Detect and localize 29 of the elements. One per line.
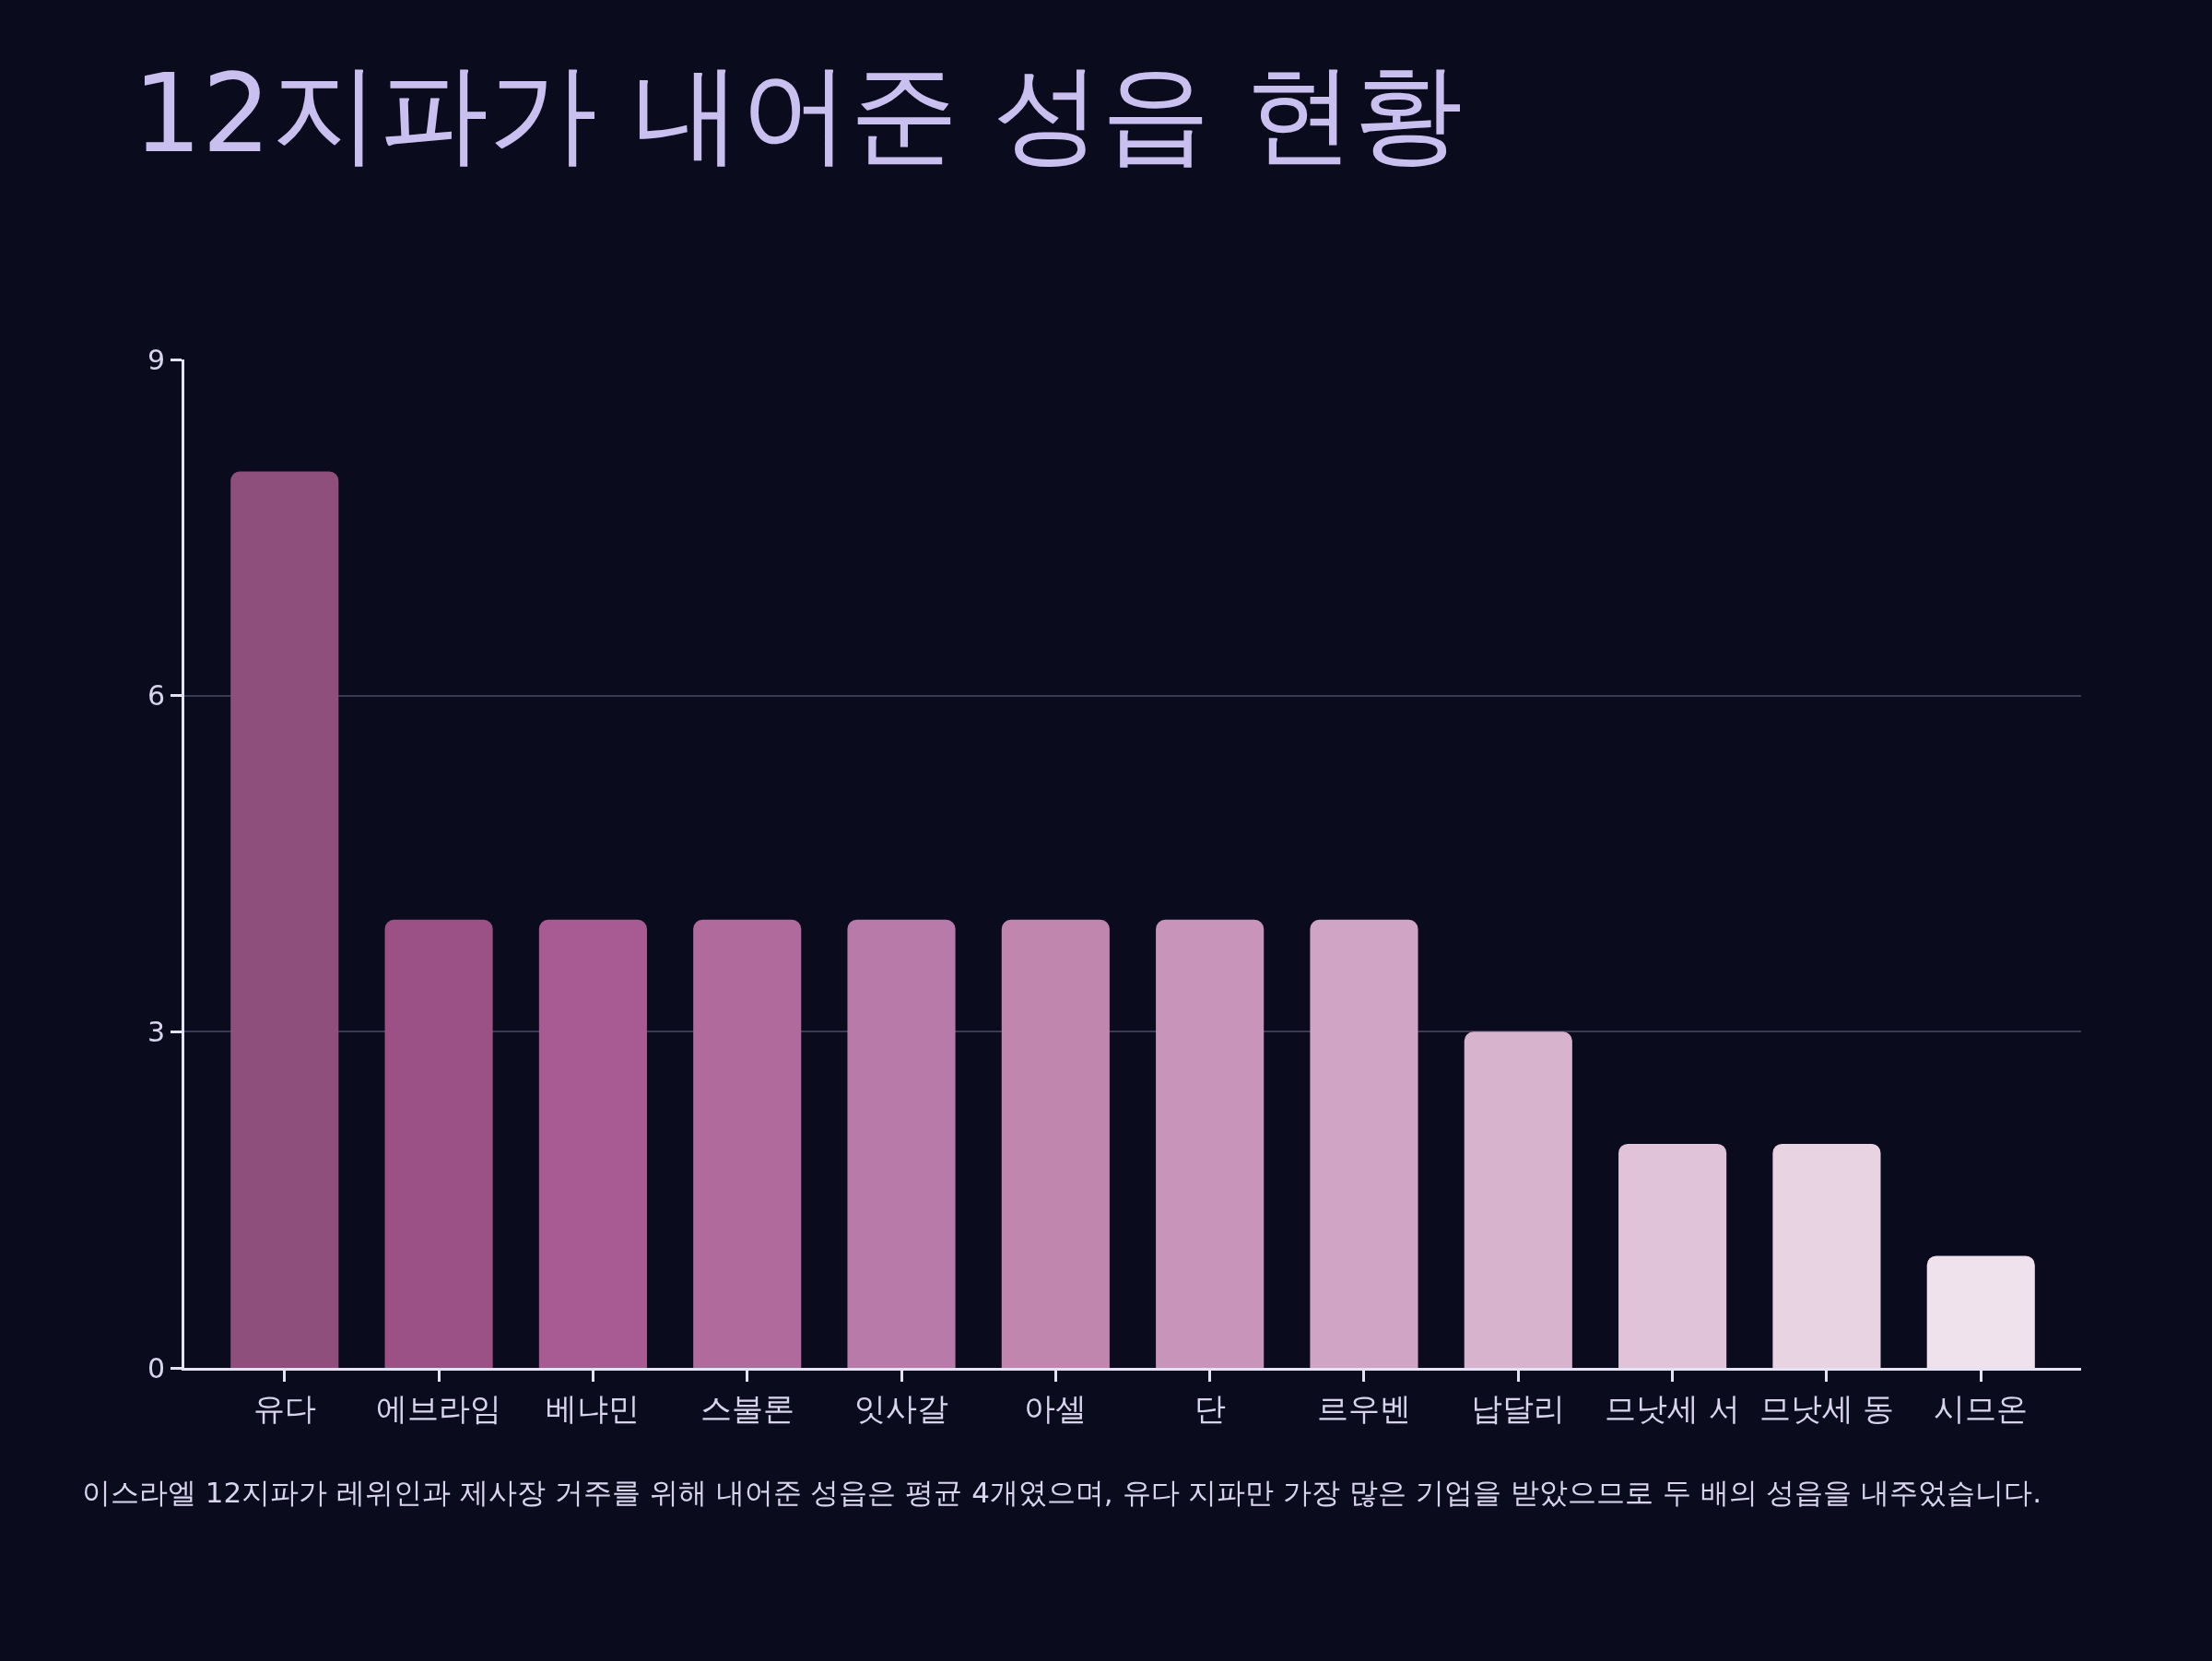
x-tick-label: 르우벤 bbox=[1316, 1389, 1411, 1427]
x-tick-label: 시므온 bbox=[1934, 1389, 2029, 1427]
bar bbox=[1618, 1143, 1727, 1368]
bar bbox=[847, 919, 956, 1368]
x-tick-label: 므낫세 동 bbox=[1759, 1389, 1895, 1427]
bar bbox=[1772, 1143, 1881, 1368]
bar bbox=[1310, 919, 1418, 1368]
text: 이스라엘 12지파가 레위인과 제사장 거주를 위해 내어준 성읍은 평균 4개였으며, 유다 지파만 가장 많은 기업을 받았으므로 두 배의 성읍을 내주었습니다. bbox=[82, 1476, 2042, 1509]
bar bbox=[230, 471, 339, 1368]
x-tick-label: 아셀 bbox=[1024, 1389, 1088, 1427]
x-tick-label: 잇사갈 bbox=[854, 1389, 949, 1427]
x-tick-label: 단 bbox=[1194, 1389, 1226, 1427]
y-tick-label: 0 bbox=[147, 1351, 165, 1384]
bar bbox=[1156, 919, 1265, 1368]
y-tick-label: 9 bbox=[147, 343, 165, 376]
bar bbox=[693, 919, 802, 1368]
x-tick-label: 에브라임 bbox=[376, 1389, 502, 1427]
bar bbox=[1001, 919, 1110, 1368]
x-tick-label: 므낫세 서 bbox=[1605, 1389, 1741, 1427]
x-tick-label: 납달리 bbox=[1471, 1389, 1566, 1427]
y-tick-label: 6 bbox=[147, 679, 165, 713]
chart-title: 12지파가 내어준 성읍 현황 bbox=[133, 49, 1463, 177]
x-tick-label: 베냐민 bbox=[546, 1389, 641, 1427]
bar bbox=[384, 919, 493, 1368]
x-tick-label: 스불론 bbox=[700, 1389, 794, 1427]
bar bbox=[538, 919, 647, 1368]
y-tick-label: 3 bbox=[147, 1015, 165, 1048]
bar bbox=[1464, 1031, 1572, 1368]
x-tick-label: 유다 bbox=[253, 1389, 316, 1427]
